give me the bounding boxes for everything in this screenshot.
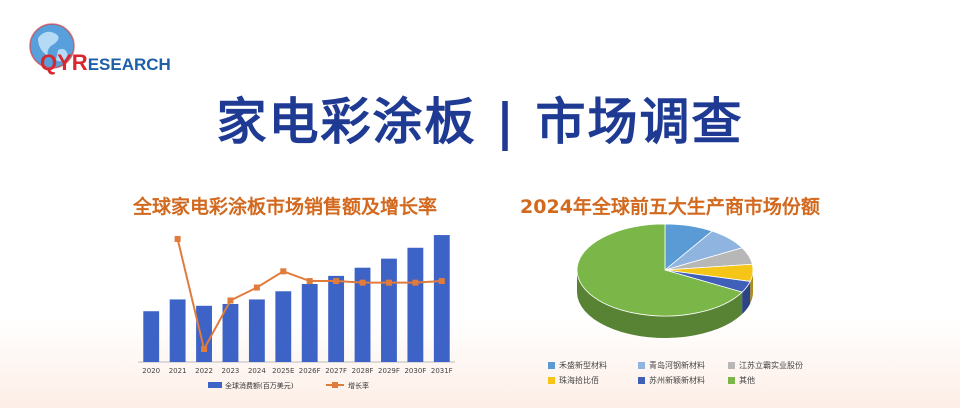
x-tick-label: 2027F xyxy=(325,367,347,375)
pie-legend-label: 青岛河钢新材料 xyxy=(649,361,705,370)
pie-legend-item: 青岛河钢新材料 xyxy=(638,360,728,371)
logo-wordmark: QYRESEARCH xyxy=(40,50,171,76)
pie-slice-side xyxy=(750,270,753,304)
growth-rate-point xyxy=(333,278,340,285)
sales-bar xyxy=(196,305,212,362)
x-tick-label: 2026F xyxy=(299,367,321,375)
x-tick-label: 2022 xyxy=(195,367,213,375)
pie-legend-label: 江苏立霸实业股份 xyxy=(739,361,803,370)
pie-legend-swatch xyxy=(548,377,555,384)
pie-chart-title: 2024年全球前五大生产商市场份额 xyxy=(520,196,820,218)
sales-bar xyxy=(433,235,450,362)
pie-slice xyxy=(576,223,743,317)
pie-legend-item: 珠海拾比佰 xyxy=(548,375,638,386)
sales-bar-chart: 2020 2021 2022 2023 2024 2025E 2026F 2027F 2028F… xyxy=(138,235,455,390)
logo-esearch: ESEARCH xyxy=(87,55,171,74)
growth-rate-point xyxy=(253,284,260,291)
sales-bar xyxy=(354,267,371,362)
x-tick-label: 2020 xyxy=(142,367,160,375)
sales-bar xyxy=(169,299,186,362)
sales-bar xyxy=(301,284,318,362)
x-tick-label: 2029F xyxy=(378,367,400,375)
logo-qy: QY xyxy=(40,50,72,75)
sales-bar xyxy=(328,275,345,362)
sales-bar xyxy=(275,291,292,362)
growth-rate-point xyxy=(412,279,419,286)
x-tick-label: 2021 xyxy=(169,367,187,375)
x-tick-label: 2024 xyxy=(248,367,266,375)
pie-slice-side xyxy=(742,281,751,315)
pie-slice-side xyxy=(577,270,743,338)
pie-legend-label: 苏州新颖新材料 xyxy=(649,376,705,385)
pie-legend-label: 珠海拾比佰 xyxy=(559,376,599,385)
legend-bar-swatch xyxy=(208,382,222,388)
pie-legend-item: 其他 xyxy=(728,375,838,386)
market-share-pie-chart xyxy=(576,223,754,338)
legend-bar-label: 全球消费额(百万美元) xyxy=(225,381,294,390)
pie-legend-label: 禾盛新型材料 xyxy=(559,361,607,370)
pie-legend-swatch xyxy=(638,377,645,384)
growth-rate-point xyxy=(280,268,287,275)
pie-legend-swatch xyxy=(638,362,645,369)
sales-bar xyxy=(381,258,397,362)
pie-legend-label: 其他 xyxy=(739,376,755,385)
pie-legend-item: 苏州新颖新材料 xyxy=(638,375,728,386)
pie-legend: 禾盛新型材料 青岛河钢新材料 江苏立霸实业股份珠海拾比佰 苏州新颖新材料 其他 xyxy=(548,360,838,386)
growth-rate-point xyxy=(227,297,234,304)
x-tick-label: 2028F xyxy=(352,367,374,375)
legend-line-marker xyxy=(332,382,338,388)
x-tick-label: 2023 xyxy=(222,367,240,375)
growth-rate-point xyxy=(201,346,208,353)
pie-legend-swatch xyxy=(728,362,735,369)
pie-legend-swatch xyxy=(728,377,735,384)
sales-bar xyxy=(407,247,424,362)
qyresearch-logo xyxy=(29,23,75,69)
growth-rate-point xyxy=(359,279,366,286)
x-tick-label: 2031F xyxy=(431,367,453,375)
pie-legend-item: 江苏立霸实业股份 xyxy=(728,360,838,371)
x-tick-label: 2030F xyxy=(404,367,426,375)
growth-rate-point xyxy=(306,278,313,285)
growth-rate-point xyxy=(438,278,445,285)
pie-legend-swatch xyxy=(548,362,555,369)
page-title: 家电彩涂板 | 市场调查 xyxy=(216,93,744,151)
legend-line-label: 增长率 xyxy=(348,381,369,390)
x-tick-label: 2025E xyxy=(272,367,294,375)
bar-chart-title: 全球家电彩涂板市场销售额及增长率 xyxy=(132,196,437,218)
sales-bar xyxy=(222,303,239,362)
growth-rate-point xyxy=(385,279,392,286)
sales-bar xyxy=(143,311,160,362)
logo-r: R xyxy=(71,50,88,75)
sales-bar xyxy=(248,299,265,362)
pie-legend-item: 禾盛新型材料 xyxy=(548,360,638,371)
growth-rate-point xyxy=(174,235,181,242)
